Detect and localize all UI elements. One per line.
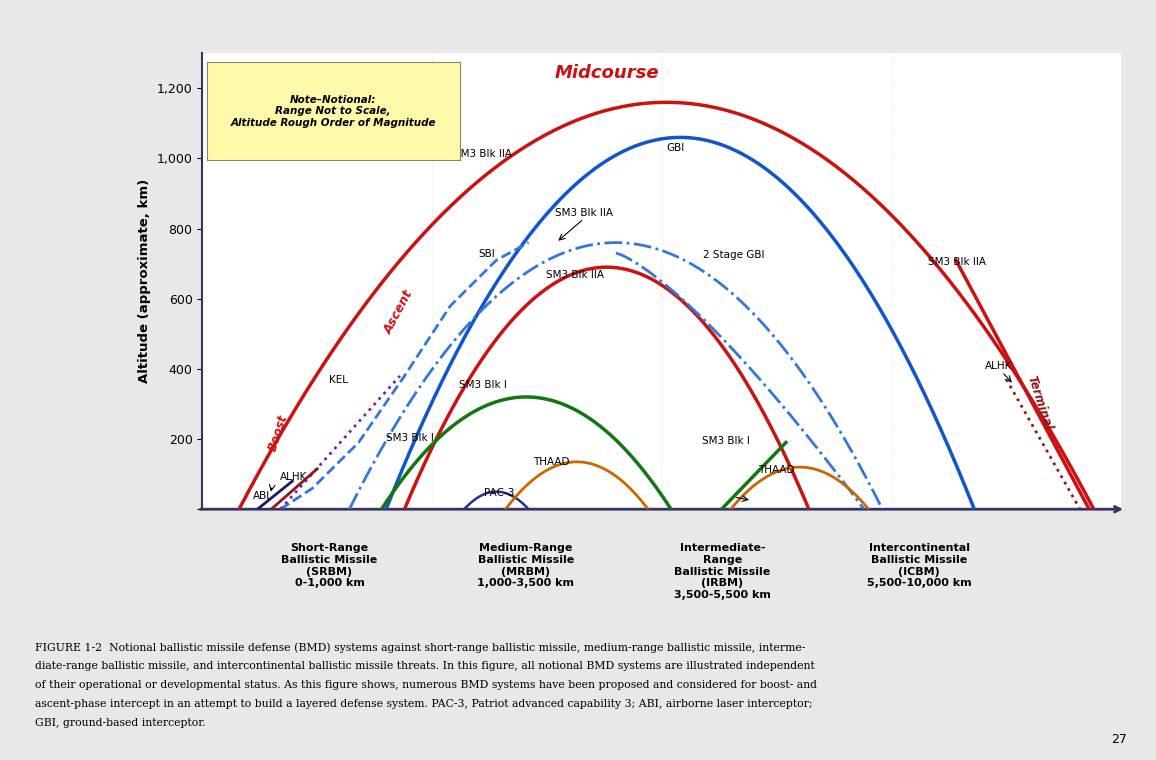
- Text: THAAD: THAAD: [533, 458, 570, 467]
- Text: GBI: GBI: [667, 144, 684, 154]
- Text: diate-range ballistic missile, and intercontinental ballistic missile threats. I: diate-range ballistic missile, and inter…: [35, 661, 815, 671]
- Text: ABL: ABL: [253, 492, 273, 502]
- Text: SM3 Blk I: SM3 Blk I: [459, 380, 506, 390]
- Text: SM3 Blk I: SM3 Blk I: [702, 436, 750, 446]
- Text: FIGURE 1-2  Notional ballistic missile defense (BMD) systems against short-range: FIGURE 1-2 Notional ballistic missile de…: [35, 642, 805, 653]
- Text: SM3 Blk I: SM3 Blk I: [386, 432, 434, 443]
- Text: SBI: SBI: [479, 249, 495, 258]
- Text: PAC-3: PAC-3: [484, 488, 514, 498]
- Text: GBI, ground-based interceptor.: GBI, ground-based interceptor.: [35, 718, 206, 728]
- Text: ALHK: ALHK: [985, 361, 1013, 371]
- Text: SM3 Blk IIA: SM3 Blk IIA: [453, 149, 512, 159]
- Text: Midcourse: Midcourse: [555, 64, 659, 82]
- Text: KEL: KEL: [328, 375, 348, 385]
- Text: SM3 Blk IIA: SM3 Blk IIA: [555, 208, 613, 218]
- Text: Ascent: Ascent: [381, 289, 415, 337]
- Text: THAAD: THAAD: [758, 465, 795, 475]
- Text: 2 Stage GBI: 2 Stage GBI: [703, 250, 764, 261]
- Y-axis label: Altitude (approximate, km): Altitude (approximate, km): [139, 179, 151, 383]
- Text: ALHK: ALHK: [281, 473, 307, 483]
- Text: SM3 Blk IIA: SM3 Blk IIA: [546, 270, 603, 280]
- Text: SM3 Blk IIA: SM3 Blk IIA: [928, 258, 986, 268]
- Text: 27: 27: [1111, 733, 1127, 746]
- Text: Intercontinental
Ballistic Missile
(ICBM)
5,500-10,000 km: Intercontinental Ballistic Missile (ICBM…: [867, 543, 971, 588]
- Text: Intermediate-
Range
Ballistic Missile
(IRBM)
3,500-5,500 km: Intermediate- Range Ballistic Missile (I…: [674, 543, 771, 600]
- Text: Short-Range
Ballistic Missile
(SRBM)
0-1,000 km: Short-Range Ballistic Missile (SRBM) 0-1…: [281, 543, 378, 588]
- Text: Terminal: Terminal: [1025, 373, 1054, 432]
- Text: Medium-Range
Ballistic Missile
(MRBM)
1,000-3,500 km: Medium-Range Ballistic Missile (MRBM) 1,…: [477, 543, 575, 588]
- Text: ascent-phase intercept in an attempt to build a layered defense system. PAC-3, P: ascent-phase intercept in an attempt to …: [35, 699, 813, 709]
- Text: of their operational or developmental status. As this figure shows, numerous BMD: of their operational or developmental st…: [35, 680, 816, 690]
- Text: Boost: Boost: [267, 413, 290, 452]
